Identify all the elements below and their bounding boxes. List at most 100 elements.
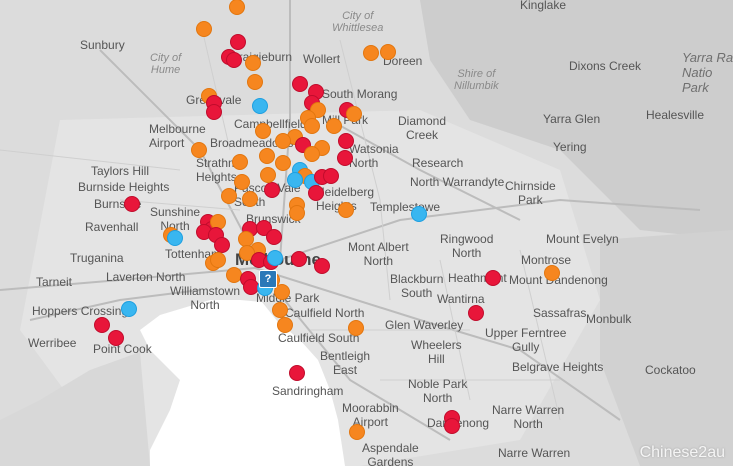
orange-marker[interactable] <box>544 265 560 281</box>
label-tarneit: Tarneit <box>36 275 73 289</box>
label-hoppers-crossing: Hoppers Crossing <box>32 304 129 318</box>
red-marker[interactable] <box>323 168 339 184</box>
red-marker[interactable] <box>206 104 222 120</box>
label-monbulk: Monbulk <box>586 312 632 326</box>
blue-marker[interactable] <box>287 172 303 188</box>
label-taylors-hill: Taylors Hill <box>91 164 150 178</box>
orange-marker[interactable] <box>275 133 291 149</box>
label-campbellfield: Campbellfield <box>234 117 307 131</box>
label-strathmore-heights: Strathm Heights <box>196 156 239 184</box>
label-narre-warren: Narre Warren <box>498 446 571 460</box>
orange-marker[interactable] <box>247 74 263 90</box>
red-marker[interactable] <box>314 258 330 274</box>
label-melbourne-airport: Melbourne Airport <box>149 122 206 150</box>
orange-marker[interactable] <box>260 167 276 183</box>
blue-marker[interactable] <box>411 206 427 222</box>
label-city-of-hume: City of Hume <box>150 52 182 76</box>
blue-marker[interactable] <box>167 230 183 246</box>
label-shire-of-nillumbik: Shire of Nillumbik <box>454 68 499 92</box>
orange-marker[interactable] <box>349 424 365 440</box>
orange-marker[interactable] <box>255 123 271 139</box>
red-marker[interactable] <box>444 418 460 434</box>
label-south-morang: South Morang <box>322 87 398 101</box>
orange-marker[interactable] <box>363 45 379 61</box>
orange-marker[interactable] <box>242 191 258 207</box>
label-templestowe: Templestowe <box>370 200 441 214</box>
label-blackburn-south: Blackburn South <box>390 272 444 300</box>
label-ringwood-north: Ringwood North <box>440 232 494 260</box>
label-sandringham: Sandringham <box>272 384 344 398</box>
blue-marker[interactable] <box>267 250 283 266</box>
orange-marker[interactable] <box>274 284 290 300</box>
orange-marker[interactable] <box>346 106 362 122</box>
label-mount-evelyn: Mount Evelyn <box>546 232 619 246</box>
orange-marker[interactable] <box>191 142 207 158</box>
label-north-warrandyte: North Warrandyte <box>410 175 505 189</box>
orange-marker[interactable] <box>304 118 320 134</box>
orange-marker[interactable] <box>221 188 237 204</box>
red-marker[interactable] <box>124 196 140 212</box>
red-marker[interactable] <box>214 237 230 253</box>
label-broadmeadows: Broadmeadows <box>210 136 294 150</box>
orange-marker[interactable] <box>229 0 245 15</box>
label-point-cook: Point Cook <box>93 342 152 356</box>
label-healesville: Healesville <box>646 108 705 122</box>
blue-marker[interactable] <box>252 98 268 114</box>
label-moorabbin-airport: Moorabbin Airport <box>342 401 399 429</box>
red-marker[interactable] <box>94 317 110 333</box>
label-kinglake: Kinglake <box>520 0 567 12</box>
red-marker[interactable] <box>264 182 280 198</box>
red-marker[interactable] <box>230 34 246 50</box>
red-marker[interactable] <box>289 365 305 381</box>
red-marker[interactable] <box>226 52 242 68</box>
label-glen-waverley: Glen Waverley <box>385 318 464 332</box>
label-bentleigh-east: Bentleigh East <box>320 349 371 377</box>
red-marker[interactable] <box>108 330 124 346</box>
red-marker[interactable] <box>266 229 282 245</box>
label-cockatoo: Cockatoo <box>645 363 696 377</box>
label-wantirna: Wantirna <box>437 292 485 306</box>
orange-marker[interactable] <box>277 317 293 333</box>
blue-marker[interactable] <box>121 301 137 317</box>
red-marker[interactable] <box>308 185 324 201</box>
orange-marker[interactable] <box>338 202 354 218</box>
red-marker[interactable] <box>468 305 484 321</box>
label-yering: Yering <box>553 140 587 154</box>
label-caulfield-north: Caulfield North <box>285 306 365 320</box>
orange-marker[interactable] <box>272 302 288 318</box>
orange-marker[interactable] <box>196 21 212 37</box>
red-marker[interactable] <box>291 251 307 267</box>
label-mount-dandenong: Mount Dandenong <box>509 273 608 287</box>
orange-marker[interactable] <box>289 205 305 221</box>
label-middle-park: Middle Park <box>256 291 320 305</box>
orange-marker[interactable] <box>275 155 291 171</box>
label-belgrave-heights: Belgrave Heights <box>512 360 604 374</box>
orange-marker[interactable] <box>348 320 364 336</box>
label-mont-albert-north: Mont Albert North <box>348 240 409 268</box>
label-sunbury: Sunbury <box>80 38 125 52</box>
label-ravenhall: Ravenhall <box>85 220 139 234</box>
red-marker[interactable] <box>337 150 353 166</box>
orange-marker[interactable] <box>232 154 248 170</box>
label-burnside-heights: Burnside Heights <box>78 180 170 194</box>
label-noble-park-north: Noble Park North <box>408 377 468 405</box>
red-marker[interactable] <box>485 270 501 286</box>
orange-marker[interactable] <box>234 174 250 190</box>
label-truganina: Truganina <box>70 251 124 265</box>
label-aspendale-gardens: Aspendale Gardens <box>362 441 419 466</box>
red-marker[interactable] <box>338 133 354 149</box>
orange-marker[interactable] <box>245 55 261 71</box>
orange-marker[interactable] <box>210 252 226 268</box>
watermark: Chinese2au <box>639 444 725 461</box>
label-city-of-whittlesea: City of Whittlesea <box>332 10 384 34</box>
orange-marker[interactable] <box>259 148 275 164</box>
cluster-marker[interactable]: ? <box>259 270 277 288</box>
orange-marker[interactable] <box>304 146 320 162</box>
orange-marker[interactable] <box>380 44 396 60</box>
orange-marker[interactable] <box>326 118 342 134</box>
label-upper-ferntree-gully: Upper Ferntree Gully <box>485 326 567 354</box>
label-laverton-north: Laverton North <box>106 270 186 284</box>
red-marker[interactable] <box>292 76 308 92</box>
